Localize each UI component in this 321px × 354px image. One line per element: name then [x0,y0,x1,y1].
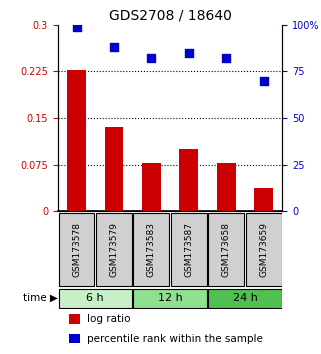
Bar [254,188,273,211]
Text: GSM173578: GSM173578 [72,222,81,277]
Bar [69,314,80,324]
Title: GDS2708 / 18640: GDS2708 / 18640 [109,8,231,22]
Text: GSM173659: GSM173659 [259,222,268,277]
Text: GSM173579: GSM173579 [109,222,118,277]
Point [74,24,79,29]
FancyBboxPatch shape [96,213,132,286]
Text: percentile rank within the sample: percentile rank within the sample [87,333,263,343]
FancyBboxPatch shape [134,213,169,286]
FancyBboxPatch shape [208,213,244,286]
Text: 24 h: 24 h [233,293,257,303]
Bar [67,69,86,211]
Bar [217,163,236,211]
Text: 12 h: 12 h [158,293,183,303]
Text: time ▶: time ▶ [23,293,58,303]
FancyBboxPatch shape [208,289,282,308]
Text: GSM173587: GSM173587 [184,222,193,277]
Bar [179,149,198,211]
Text: GSM173583: GSM173583 [147,222,156,277]
Text: GSM173658: GSM173658 [222,222,231,277]
FancyBboxPatch shape [171,213,207,286]
FancyBboxPatch shape [134,289,207,308]
FancyBboxPatch shape [58,289,132,308]
Point [186,50,191,56]
Point [261,78,266,84]
Bar [142,163,161,211]
Bar [69,333,80,343]
Point [149,56,154,61]
FancyBboxPatch shape [246,213,282,286]
Point [224,56,229,61]
Bar [105,127,123,211]
Text: log ratio: log ratio [87,314,131,325]
Point [111,44,117,50]
FancyBboxPatch shape [58,213,94,286]
Text: 6 h: 6 h [86,293,104,303]
